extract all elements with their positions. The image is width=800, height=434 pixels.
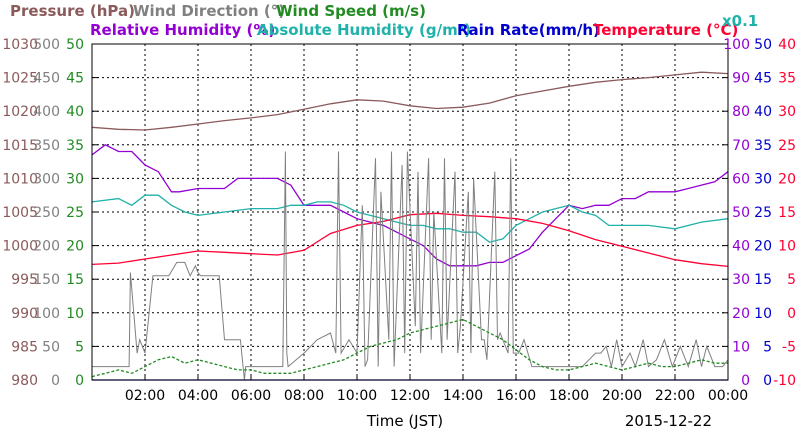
- y-tick-label-humidity: 40: [732, 239, 750, 255]
- rain-scale-note: x0.1: [722, 12, 758, 30]
- y-tick-label-temperature: 10: [778, 239, 796, 255]
- y-tick-label-temperature: -5: [782, 339, 796, 355]
- y-tick-label-rain_rate: 35: [754, 138, 772, 154]
- x-tick-label: 06:00: [231, 388, 271, 404]
- legend-item: Wind Speed (m/s): [276, 2, 426, 20]
- y-tick-label-rain_rate: 0: [763, 373, 772, 389]
- y-tick-label-wind_direction: 50: [42, 339, 60, 355]
- y-tick-label-wind_speed: 45: [66, 71, 84, 87]
- axes-layer: 1030102510201015101010051000995990985980…: [2, 37, 796, 404]
- y-tick-label-wind_direction: 100: [33, 306, 60, 322]
- y-tick-label-pressure: 1010: [2, 171, 38, 187]
- y-tick-label-rain_rate: 20: [754, 239, 772, 255]
- y-tick-label-wind_speed: 0: [75, 373, 84, 389]
- x-tick-label: 14:00: [443, 388, 483, 404]
- y-tick-label-wind_direction: 150: [33, 272, 60, 288]
- y-tick-label-wind_direction: 450: [33, 71, 60, 87]
- y-tick-label-humidity: 50: [732, 205, 750, 221]
- y-tick-label-wind_speed: 35: [66, 138, 84, 154]
- y-tick-label-pressure: 985: [11, 339, 38, 355]
- y-tick-label-pressure: 1000: [2, 239, 38, 255]
- y-tick-label-rain_rate: 25: [754, 205, 772, 221]
- x-tick-label: 04:00: [178, 388, 218, 404]
- y-tick-label-pressure: 1030: [2, 37, 38, 53]
- series-wind_speed: [91, 318, 728, 378]
- legend-item: Temperature (°C): [593, 21, 738, 39]
- grid: [92, 44, 728, 380]
- y-tick-label-humidity: 70: [732, 138, 750, 154]
- y-tick-label-wind_speed: 25: [66, 205, 84, 221]
- y-tick-label-pressure: 1015: [2, 138, 38, 154]
- y-tick-label-wind_speed: 20: [66, 239, 84, 255]
- series-pressure: [91, 71, 729, 131]
- legend: Pressure (hPa)Wind Direction (°)Wind Spe…: [10, 2, 738, 39]
- y-tick-label-humidity: 100: [723, 37, 750, 53]
- y-tick-label-wind_speed: 5: [75, 339, 84, 355]
- y-tick-label-humidity: 80: [732, 104, 750, 120]
- x-tick-label: 02:00: [125, 388, 165, 404]
- y-tick-label-rain_rate: 10: [754, 306, 772, 322]
- y-tick-label-wind_speed: 40: [66, 104, 84, 120]
- y-tick-label-temperature: 35: [778, 71, 796, 87]
- legend-item: Wind Direction (°): [133, 2, 285, 20]
- y-tick-label-wind_direction: 500: [33, 37, 60, 53]
- y-tick-label-humidity: 90: [732, 71, 750, 87]
- y-tick-label-wind_direction: 400: [33, 104, 60, 120]
- y-tick-label-pressure: 980: [11, 373, 38, 389]
- y-tick-label-rain_rate: 15: [754, 272, 772, 288]
- y-tick-label-rain_rate: 5: [763, 339, 772, 355]
- y-tick-label-wind_speed: 50: [66, 37, 84, 53]
- series-humidity: [91, 194, 729, 243]
- legend-item: Absolute Humidity (g/m³): [257, 21, 471, 39]
- x-axis-label: Time (JST): [366, 412, 443, 430]
- y-tick-label-humidity: 20: [732, 306, 750, 322]
- y-tick-label-temperature: 30: [778, 104, 796, 120]
- x-tick-label: 12:00: [390, 388, 430, 404]
- legend-item: Pressure (hPa): [10, 2, 135, 20]
- y-tick-label-wind_speed: 15: [66, 272, 84, 288]
- y-tick-label-humidity: 10: [732, 339, 750, 355]
- y-tick-label-pressure: 1025: [2, 71, 38, 87]
- y-tick-label-temperature: 25: [778, 138, 796, 154]
- y-tick-label-wind_speed: 10: [66, 306, 84, 322]
- x-tick-label: 16:00: [496, 388, 536, 404]
- x-tick-label: 20:00: [602, 388, 642, 404]
- y-tick-label-wind_direction: 0: [51, 373, 60, 389]
- y-tick-label-humidity: 0: [741, 373, 750, 389]
- y-tick-label-humidity: 30: [732, 272, 750, 288]
- x-tick-label: 22:00: [655, 388, 695, 404]
- y-tick-label-wind_direction: 350: [33, 138, 60, 154]
- x-tick-label: 10:00: [337, 388, 377, 404]
- y-tick-label-temperature: 5: [787, 272, 796, 288]
- y-tick-label-temperature: 0: [787, 306, 796, 322]
- y-tick-label-pressure: 995: [11, 272, 38, 288]
- x-tick-label: 08:00: [284, 388, 324, 404]
- y-tick-label-temperature: 15: [778, 205, 796, 221]
- y-tick-label-rain_rate: 50: [754, 37, 772, 53]
- y-tick-label-temperature: -10: [773, 373, 796, 389]
- y-tick-label-rain_rate: 40: [754, 104, 772, 120]
- legend-item: Rain Rate(mm/h): [457, 21, 600, 39]
- y-tick-label-rain_rate: 30: [754, 171, 772, 187]
- y-tick-label-wind_speed: 30: [66, 171, 84, 187]
- y-tick-label-pressure: 990: [11, 306, 38, 322]
- y-tick-label-wind_direction: 250: [33, 205, 60, 221]
- y-tick-label-temperature: 40: [778, 37, 796, 53]
- legend-item: Relative Humidity (%): [90, 21, 275, 39]
- y-tick-label-wind_direction: 300: [33, 171, 60, 187]
- y-tick-label-pressure: 1005: [2, 205, 38, 221]
- y-tick-label-wind_direction: 200: [33, 239, 60, 255]
- date-label: 2015-12-22: [625, 412, 712, 430]
- y-tick-label-humidity: 60: [732, 171, 750, 187]
- y-tick-label-rain_rate: 45: [754, 71, 772, 87]
- x-tick-label: 18:00: [549, 388, 589, 404]
- y-tick-label-temperature: 20: [778, 171, 796, 187]
- y-tick-label-pressure: 1020: [2, 104, 38, 120]
- x-tick-label: 00:00: [708, 388, 748, 404]
